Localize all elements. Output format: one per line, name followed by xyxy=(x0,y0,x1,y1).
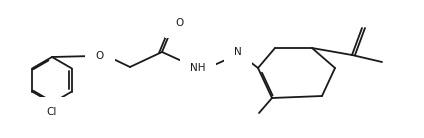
Text: O: O xyxy=(96,51,104,61)
Text: NH: NH xyxy=(190,63,206,73)
Text: Cl: Cl xyxy=(47,107,57,117)
Text: N: N xyxy=(234,47,242,57)
Text: O: O xyxy=(175,18,183,28)
